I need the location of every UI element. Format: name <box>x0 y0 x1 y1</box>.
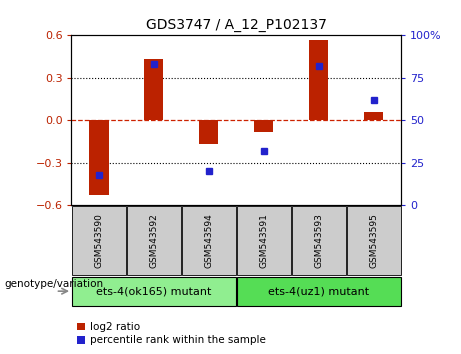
Legend: log2 ratio, percentile rank within the sample: log2 ratio, percentile rank within the s… <box>77 322 266 345</box>
Bar <box>144 59 164 120</box>
Bar <box>72 277 236 306</box>
Text: GSM543592: GSM543592 <box>149 213 159 268</box>
Bar <box>199 120 219 144</box>
Text: GSM543590: GSM543590 <box>95 213 103 268</box>
Text: ets-4(ok165) mutant: ets-4(ok165) mutant <box>96 286 212 296</box>
Bar <box>237 277 401 306</box>
Text: GSM543593: GSM543593 <box>314 213 323 268</box>
Text: GSM543595: GSM543595 <box>369 213 378 268</box>
Bar <box>309 40 328 120</box>
Bar <box>254 120 273 132</box>
Bar <box>72 206 126 275</box>
Bar <box>292 206 346 275</box>
Bar <box>364 112 383 120</box>
Bar <box>182 206 236 275</box>
Text: ets-4(uz1) mutant: ets-4(uz1) mutant <box>268 286 369 296</box>
Bar <box>89 120 108 195</box>
Title: GDS3747 / A_12_P102137: GDS3747 / A_12_P102137 <box>146 18 327 32</box>
Text: genotype/variation: genotype/variation <box>5 279 104 290</box>
Bar <box>347 206 401 275</box>
Bar <box>127 206 181 275</box>
Bar <box>237 206 290 275</box>
Text: GSM543594: GSM543594 <box>204 213 213 268</box>
Text: GSM543591: GSM543591 <box>259 213 268 268</box>
